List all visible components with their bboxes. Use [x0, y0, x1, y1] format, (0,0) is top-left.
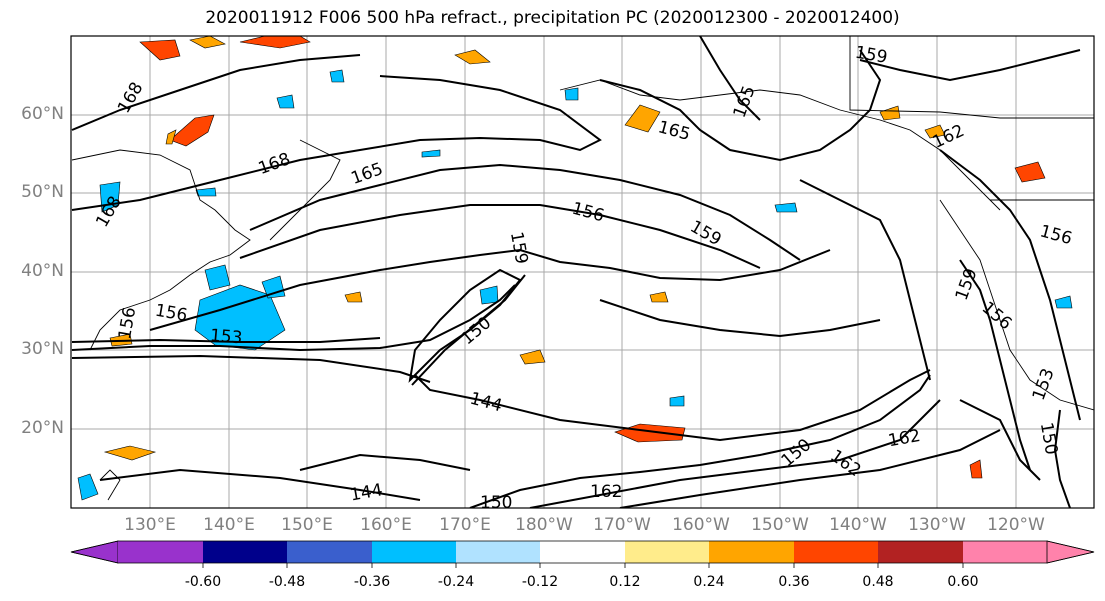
colorbar-segment: [118, 541, 203, 563]
colorbar-segment: [963, 541, 1047, 563]
colorbar-segment: [625, 541, 709, 563]
colorbar-tick-label: 0.12: [609, 574, 641, 590]
lon-label: 160°W: [672, 515, 730, 535]
colorbar: [70, 540, 1095, 568]
refractivity-contours: [71, 36, 1081, 508]
colorbar-tick-label: -0.36: [353, 574, 391, 590]
colorbar-extend-low: [70, 540, 119, 564]
colorbar-segment: [287, 541, 372, 563]
colorbar-ticks: [202, 563, 964, 568]
lon-label: 160°E: [360, 515, 412, 535]
colorbar-tick-label: -0.60: [184, 574, 222, 590]
lon-label: 130°E: [124, 515, 176, 535]
colorbar-tick-label: 0.60: [947, 574, 979, 590]
colorbar-segment: [203, 541, 287, 563]
lon-label: 170°E: [439, 515, 491, 535]
colorbar-segment: [456, 541, 540, 563]
lat-label: 30°N: [21, 339, 64, 359]
lon-label: 130°W: [908, 515, 966, 535]
lat-label: 50°N: [21, 182, 64, 202]
map-frame: [70, 35, 1095, 509]
colorbar-segment: [794, 541, 878, 563]
colorbar-outline: [70, 540, 1095, 564]
lon-label: 150°W: [751, 515, 809, 535]
colorbar-segment: [709, 541, 794, 563]
colorbar-tick-label: -0.24: [437, 574, 475, 590]
lon-label: 180°W: [515, 515, 573, 535]
colorbar-segment: [540, 541, 625, 563]
lon-label: 170°W: [593, 515, 651, 535]
colorbar-tick-label: 0.24: [693, 574, 725, 590]
precip-positive-areas: [103, 36, 1046, 479]
lat-label: 20°N: [21, 418, 64, 438]
colorbar-tick-label: -0.12: [521, 574, 559, 590]
colorbar-segment: [878, 541, 963, 563]
map-title: 2020011912 F006 500 hPa refract., precip…: [205, 8, 900, 28]
lon-label: 120°W: [987, 515, 1045, 535]
colorbar-tick-label: 0.48: [862, 574, 894, 590]
gridlines: [71, 36, 1094, 508]
lon-label: 140°W: [829, 515, 887, 535]
lat-label: 60°N: [21, 104, 64, 124]
contour-label: 153: [209, 326, 243, 349]
coastlines: [71, 36, 1094, 501]
colorbar-extend-high: [1046, 540, 1095, 564]
contour-label: 162: [590, 482, 622, 502]
contour-label: 150: [480, 493, 512, 513]
colorbar-tick-label: 0.36: [778, 574, 810, 590]
lat-label: 40°N: [21, 261, 64, 281]
lon-label: 140°E: [203, 515, 255, 535]
colorbar-tick-label: -0.48: [268, 574, 306, 590]
colorbar-segment: [372, 541, 456, 563]
precip-negative-areas: [77, 69, 1073, 501]
lon-label: 150°E: [281, 515, 333, 535]
